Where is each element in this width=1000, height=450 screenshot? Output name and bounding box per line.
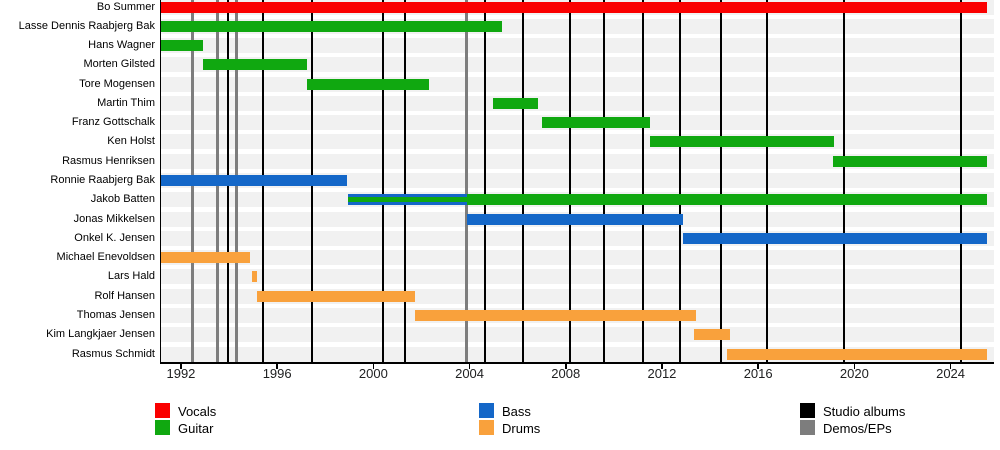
legend-label: Vocals [178,403,217,419]
row-stripe [161,250,994,266]
axis-tick-label: 2016 [743,365,773,381]
member-label: Jakob Batten [90,193,155,206]
legend-swatch-vocals [155,402,170,418]
axis-tick [372,363,375,369]
member-bar [832,155,987,167]
axis-tick-label: 2020 [839,365,869,381]
axis-tick [468,363,471,369]
studio-album-line [568,0,571,362]
member-bar [306,78,429,90]
row-stripe [161,95,994,111]
axis-tick-label: 1996 [262,365,292,381]
member-bar [541,117,650,129]
axis-tick [661,363,663,369]
member-bar [466,213,683,225]
studio-album-line [678,0,681,362]
member-label: Kim Langkjaer Jensen [46,328,155,341]
axis-tick [757,363,759,369]
member-label: Morten Gilsted [83,58,155,71]
member-bar [727,348,987,360]
studio-album-line [521,0,524,362]
studio-album-line [484,0,487,362]
member-label: Tore Mogensen [79,77,155,90]
studio-album-line [404,0,407,362]
legend-swatch-demo-ep [800,420,815,435]
axis-tick-label: 2004 [455,365,485,381]
member-bar [161,40,204,52]
axis-tick-label: 2024 [936,365,966,381]
legend-label: Studio albums [823,403,906,419]
studio-album-line [719,0,722,362]
axis-tick [180,363,182,369]
axis-tick-label: 2000 [358,365,388,381]
member-label: Hans Wagner [88,39,155,52]
member-bar [466,194,987,206]
legend-swatch-studio-album [800,402,815,418]
row-stripe [161,57,994,73]
row-stripe [161,327,994,343]
member-bar [161,175,347,187]
member-label: Thomas Jensen [76,308,155,321]
studio-album-line [960,0,963,362]
row-stripe [161,269,994,285]
member-label: Ronnie Raabjerg Bak [50,174,155,187]
studio-album-line [602,0,605,362]
axis-tick-label: 1992 [166,365,196,381]
row-stripe [161,38,994,54]
member-bar [161,20,502,32]
y-axis-spine [159,0,161,364]
member-label: Jonas Mikkelsen [73,212,155,225]
legend-swatch-bass [479,402,494,418]
member-label: Michael Enevoldsen [56,251,155,264]
studio-album-line [381,0,384,362]
axis-tick [949,363,952,369]
axis-tick [276,363,278,369]
member-label: Lars Hald [107,270,155,283]
member-bar [414,309,696,321]
studio-album-line [642,0,645,362]
member-label: Rasmus Henriksen [62,154,155,167]
legend-label: Bass [502,403,531,419]
member-bar [492,97,539,109]
axis-tick-label: 2012 [647,365,677,381]
axis-tick [853,363,856,369]
member-bar [257,290,415,302]
member-bar [251,271,258,283]
axis-tick [565,363,567,369]
row-stripe [161,173,994,189]
member-label: Rolf Hansen [94,289,155,302]
member-label: Ken Holst [107,135,155,148]
axis-tick-label: 2008 [551,365,581,381]
legend-swatch-guitar [155,420,170,435]
member-bar [161,1,987,13]
member-bar [649,136,835,148]
legend-label: Drums [502,421,541,436]
member-label: Onkel K. Jensen [74,231,155,244]
member-label: Rasmus Schmidt [71,347,155,360]
member-bar [161,252,250,264]
member-label: Franz Gottschalk [71,116,155,129]
row-stripe [161,153,994,169]
member-label: Martin Thim [97,96,155,109]
member-bar [348,197,467,203]
member-bar [203,59,307,71]
member-bar [682,232,987,244]
legend-label: Demos/EPs [823,421,892,436]
member-label: Bo Summer [96,0,155,13]
studio-album-line [766,0,769,362]
legend-swatch-drums [479,420,494,435]
member-label: Lasse Dennis Raabjerg Bak [18,19,155,32]
member-bar [693,329,730,341]
demo-ep-line [465,0,469,362]
x-axis-baseline [159,361,994,364]
legend-label: Guitar [178,421,214,436]
studio-album-line [843,0,846,362]
